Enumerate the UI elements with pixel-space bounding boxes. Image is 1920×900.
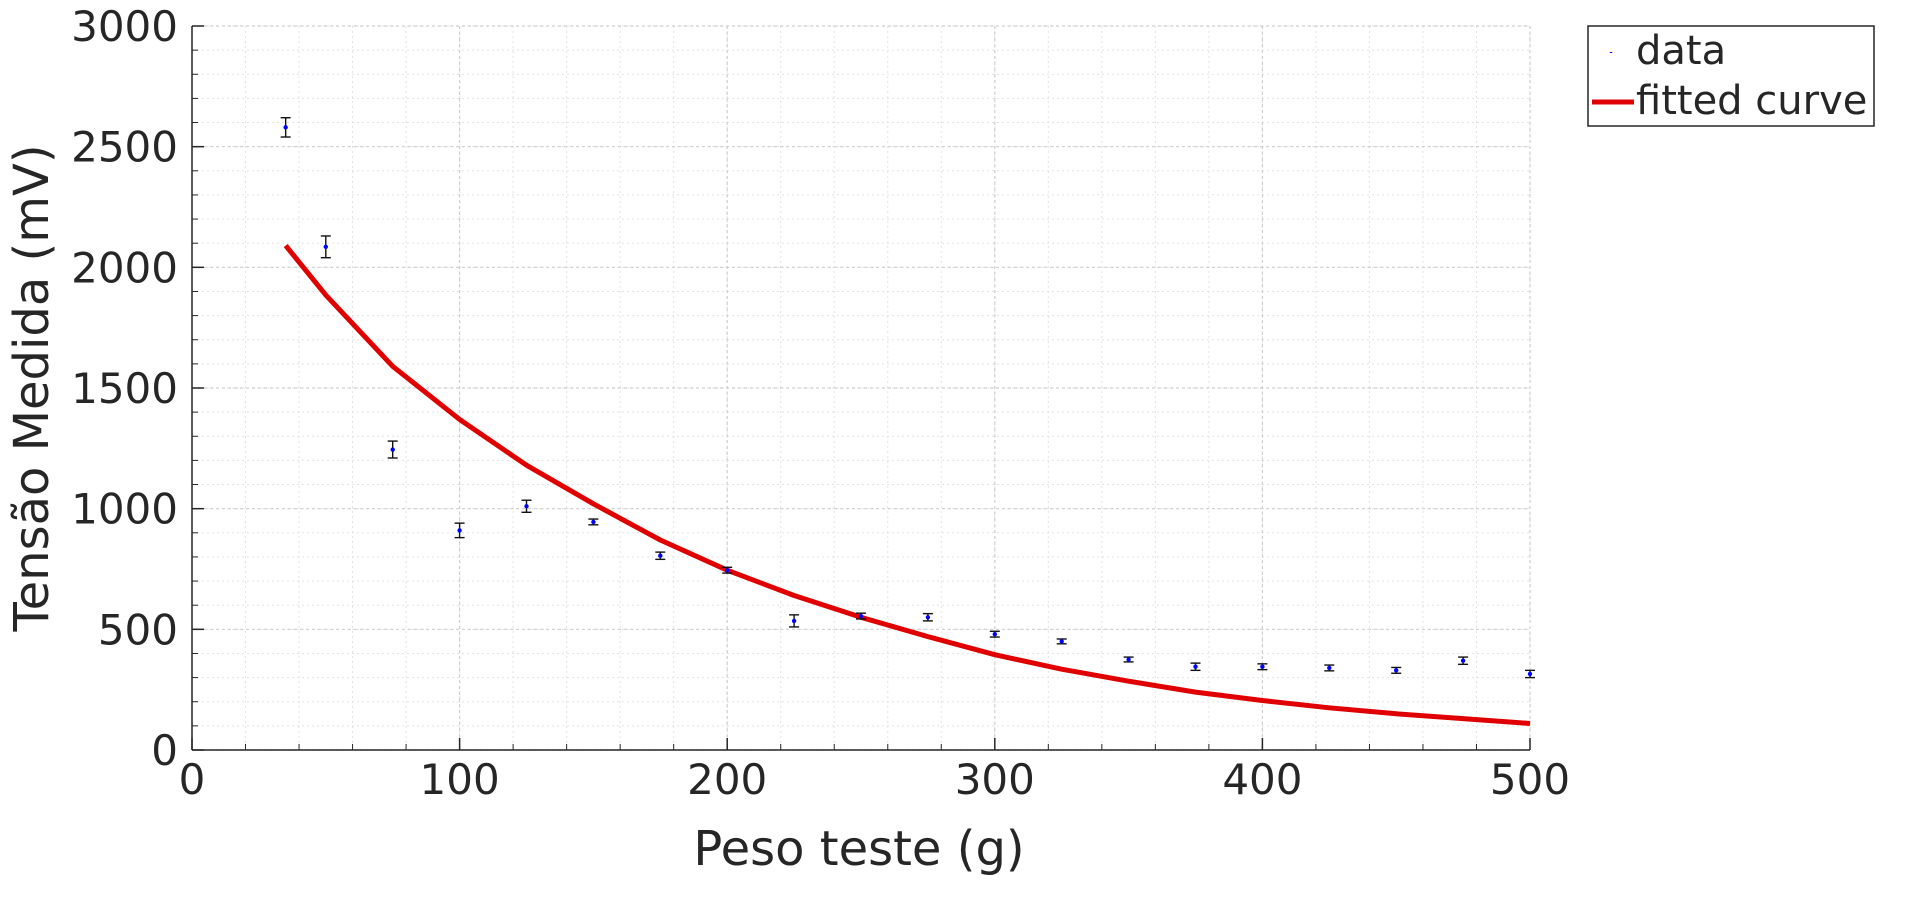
x-tick-label: 400 <box>1222 755 1302 804</box>
y-tick-label: 500 <box>98 605 178 654</box>
x-tick-label: 300 <box>955 755 1035 804</box>
data-point <box>320 235 331 259</box>
data-point <box>454 522 465 539</box>
x-tick-label: 0 <box>179 755 206 804</box>
axes <box>191 25 1531 751</box>
x-tick-label: 100 <box>420 755 500 804</box>
data-marker <box>1394 668 1399 673</box>
data-marker <box>1126 657 1131 662</box>
y-tick-label: 1000 <box>71 485 178 534</box>
x-axis-label: Peso teste (g) <box>693 821 1024 877</box>
data-point <box>722 566 733 574</box>
data-point <box>922 612 933 622</box>
data-marker <box>1327 665 1332 671</box>
data-marker <box>1059 639 1064 644</box>
data-marker <box>992 631 997 637</box>
data-marker <box>524 504 529 509</box>
legend-box <box>1587 25 1875 127</box>
y-tick-label: 2000 <box>71 243 178 292</box>
data-point <box>387 440 398 459</box>
data-point <box>655 551 666 561</box>
data-point <box>1056 638 1067 645</box>
data-point <box>789 614 800 628</box>
data-marker <box>1460 658 1466 663</box>
data-point <box>521 499 532 513</box>
fitted-curve-line <box>283 244 1531 726</box>
x-tick-label: 500 <box>1490 755 1570 804</box>
y-axis-label: Tensão Medida (mV) <box>4 144 60 632</box>
data-marker <box>457 528 462 533</box>
data-marker <box>1193 664 1198 669</box>
legend-entry-fitted-curve: fitted curve <box>1592 78 1867 124</box>
data-point <box>1190 662 1201 672</box>
legend-data-label: data <box>1636 28 1726 74</box>
data-point <box>588 518 599 526</box>
y-tick-label: 0 <box>151 726 178 775</box>
legend-entry-data: data <box>1609 28 1726 74</box>
data-marker <box>1527 671 1533 677</box>
data-marker <box>390 447 395 452</box>
major-grid <box>191 25 1531 751</box>
data-marker <box>925 615 931 620</box>
data-marker <box>725 568 730 573</box>
data-marker <box>591 519 596 525</box>
data-marker <box>323 244 328 250</box>
y-tick-label: 3000 <box>71 2 178 51</box>
data-point <box>1257 663 1268 671</box>
data-marker <box>1260 664 1265 669</box>
y-tick-label: 1500 <box>71 364 178 413</box>
data-point <box>1458 656 1469 666</box>
data-point <box>1324 664 1335 672</box>
data-marker <box>658 553 663 558</box>
data-point <box>989 630 1000 638</box>
legend: data fitted curve <box>1587 25 1875 127</box>
legend-fitted-curve-label: fitted curve <box>1636 78 1867 124</box>
data-point <box>856 612 866 620</box>
data-marker <box>858 613 864 619</box>
data-point <box>1525 669 1535 679</box>
data-marker <box>791 618 797 624</box>
tick-labels: 0 100 200 300 400 500 0 500 1000 1500 2000 2500 3000 <box>71 2 1570 804</box>
y-tick-label: 2500 <box>71 123 178 172</box>
data-point <box>1123 656 1134 663</box>
fitted-curve-series <box>283 244 1531 726</box>
data-marker <box>283 125 288 130</box>
data-point <box>1391 666 1402 674</box>
data-series <box>280 117 1535 679</box>
data-point <box>280 117 291 138</box>
x-tick-label: 200 <box>687 755 767 804</box>
